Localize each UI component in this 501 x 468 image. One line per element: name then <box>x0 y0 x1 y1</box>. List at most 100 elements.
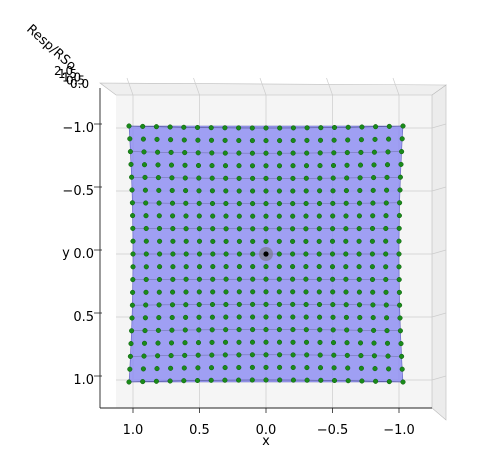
data-point <box>209 200 216 207</box>
data-point <box>141 149 147 155</box>
data-point <box>303 188 309 194</box>
data-point <box>182 352 188 358</box>
data-point <box>316 200 323 207</box>
data-points <box>126 123 406 385</box>
y-axis-label: y <box>62 246 70 261</box>
data-point <box>331 124 338 131</box>
data-point <box>236 327 242 333</box>
grid-line-y-side <box>431 375 447 381</box>
data-point <box>127 366 133 372</box>
data-point <box>384 340 391 346</box>
data-point <box>222 365 228 371</box>
data-point <box>290 150 296 156</box>
data-point <box>143 238 149 244</box>
data-point <box>196 226 202 232</box>
data-point <box>263 188 269 194</box>
data-point <box>356 200 363 206</box>
data-point <box>386 136 392 142</box>
data-point <box>370 302 376 308</box>
data-point <box>317 314 323 320</box>
data-point <box>371 353 377 359</box>
data-point <box>263 264 269 270</box>
grid-line-x-top <box>326 77 333 96</box>
data-point <box>370 200 376 206</box>
data-point <box>196 251 203 257</box>
data-point <box>397 187 403 193</box>
data-point <box>317 137 324 143</box>
data-point <box>263 150 269 156</box>
data-point <box>156 302 162 308</box>
data-point <box>169 314 175 321</box>
data-point <box>196 213 202 219</box>
data-point <box>263 364 269 370</box>
data-point <box>249 339 256 345</box>
data-point <box>143 251 149 257</box>
data-point <box>383 289 389 295</box>
data-point <box>196 188 202 194</box>
data-point <box>386 379 392 385</box>
data-point <box>371 149 377 155</box>
data-point <box>372 136 378 142</box>
data-point <box>183 200 189 206</box>
data-point <box>290 238 296 244</box>
data-point <box>236 352 242 358</box>
data-point <box>383 238 389 244</box>
data-point <box>396 213 402 219</box>
data-point <box>249 150 255 156</box>
data-point <box>208 377 214 383</box>
data-point <box>140 123 146 129</box>
data-point <box>169 200 176 206</box>
data-point <box>357 162 364 168</box>
data-point <box>249 364 255 370</box>
data-point <box>140 379 146 385</box>
grid-line-x-top <box>392 77 400 96</box>
data-point <box>127 353 133 359</box>
data-point <box>343 188 349 194</box>
data-point <box>316 238 322 244</box>
data-point <box>194 377 201 384</box>
data-point <box>223 264 229 270</box>
top-pane <box>99 82 447 96</box>
data-point <box>209 150 215 156</box>
data-point <box>344 175 350 181</box>
grid-line-x-top <box>126 77 134 96</box>
data-point <box>276 175 282 181</box>
y-tick-label: −1.0 <box>62 121 94 136</box>
data-point <box>331 137 337 143</box>
data-point <box>129 174 135 180</box>
data-point <box>182 340 188 346</box>
data-point <box>210 289 216 295</box>
data-point <box>209 163 215 169</box>
data-point <box>386 123 392 129</box>
data-point <box>316 264 322 270</box>
data-point <box>330 340 337 346</box>
data-point <box>303 238 309 244</box>
data-point <box>303 314 309 320</box>
data-point <box>276 188 282 194</box>
data-point <box>330 226 336 232</box>
data-point <box>222 377 228 383</box>
z-tick-label: 0.0 <box>70 77 89 91</box>
data-point <box>398 161 404 167</box>
data-point <box>183 226 189 232</box>
data-point <box>397 328 403 334</box>
data-point <box>236 150 242 156</box>
data-point <box>236 314 242 320</box>
data-point <box>129 315 135 321</box>
data-point <box>316 289 322 295</box>
z-tick-labels: 2.01.51.00.50.0 <box>54 64 89 91</box>
data-point <box>210 226 216 232</box>
data-point <box>126 379 132 385</box>
data-point <box>154 136 160 142</box>
data-point <box>194 124 201 131</box>
data-point <box>359 378 365 384</box>
data-point <box>397 302 403 308</box>
data-point <box>371 175 377 181</box>
data-point <box>277 150 283 156</box>
data-point <box>143 200 149 206</box>
data-point <box>330 175 336 181</box>
data-point <box>330 213 336 219</box>
data-point <box>396 238 402 244</box>
y-tick-label: 0.5 <box>73 310 94 325</box>
data-point <box>250 289 256 295</box>
